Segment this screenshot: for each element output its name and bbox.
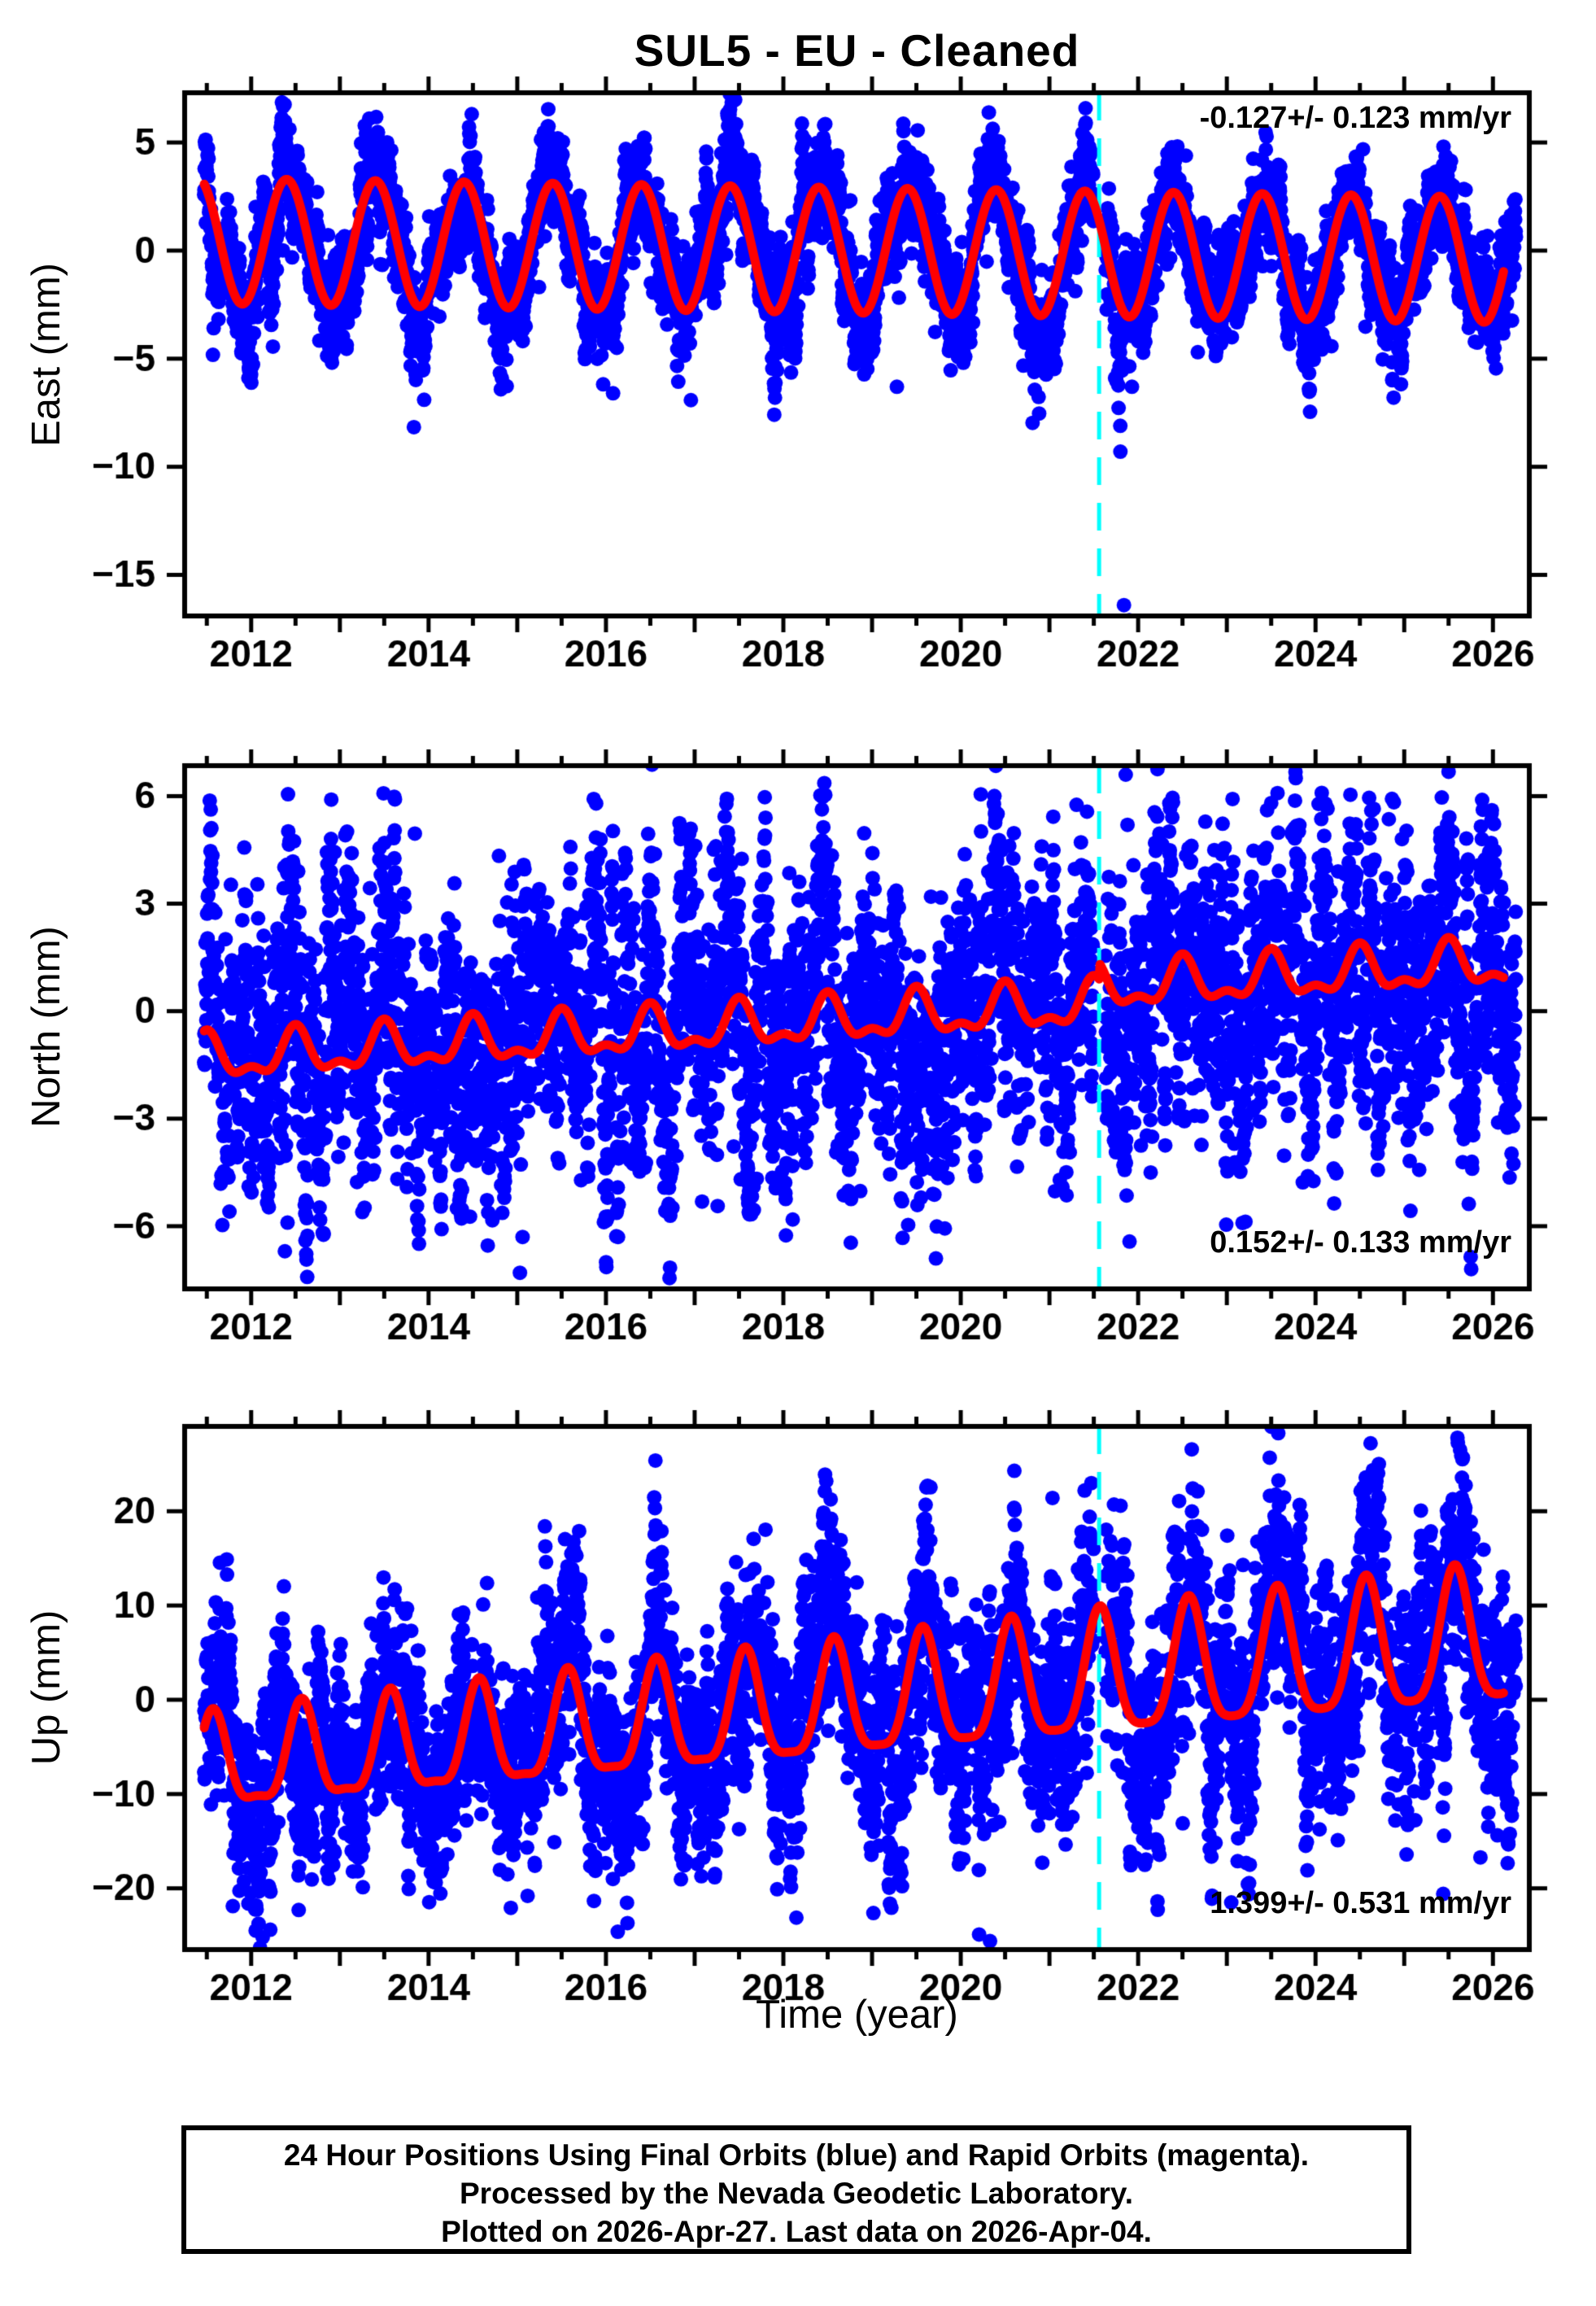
up-rate-annotation: 1.399+/- 0.531 mm/yr — [1210, 1886, 1511, 1920]
page-title: SUL5 - EU - Cleaned — [634, 25, 1080, 76]
north-rate-annotation: 0.152+/- 0.133 mm/yr — [1210, 1225, 1511, 1260]
x-axis-label: Time (year) — [756, 1993, 958, 2037]
up-axis-label: Up (mm) — [24, 1609, 68, 1766]
footer-line-processed: Processed by the Nevada Geodetic Laborat… — [460, 2177, 1133, 2210]
east-rate-annotation: -0.127+/- 0.123 mm/yr — [1199, 101, 1511, 135]
north-axis-label: North (mm) — [24, 926, 68, 1128]
footer-line-plotted: Plotted on 2026-Apr-27. Last data on 202… — [441, 2215, 1152, 2248]
east-axis-label: East (mm) — [24, 263, 68, 447]
footer-box: 24 Hour Positions Using Final Orbits (bl… — [181, 2125, 1411, 2254]
footer-line-orbits: 24 Hour Positions Using Final Orbits (bl… — [283, 2138, 1310, 2172]
